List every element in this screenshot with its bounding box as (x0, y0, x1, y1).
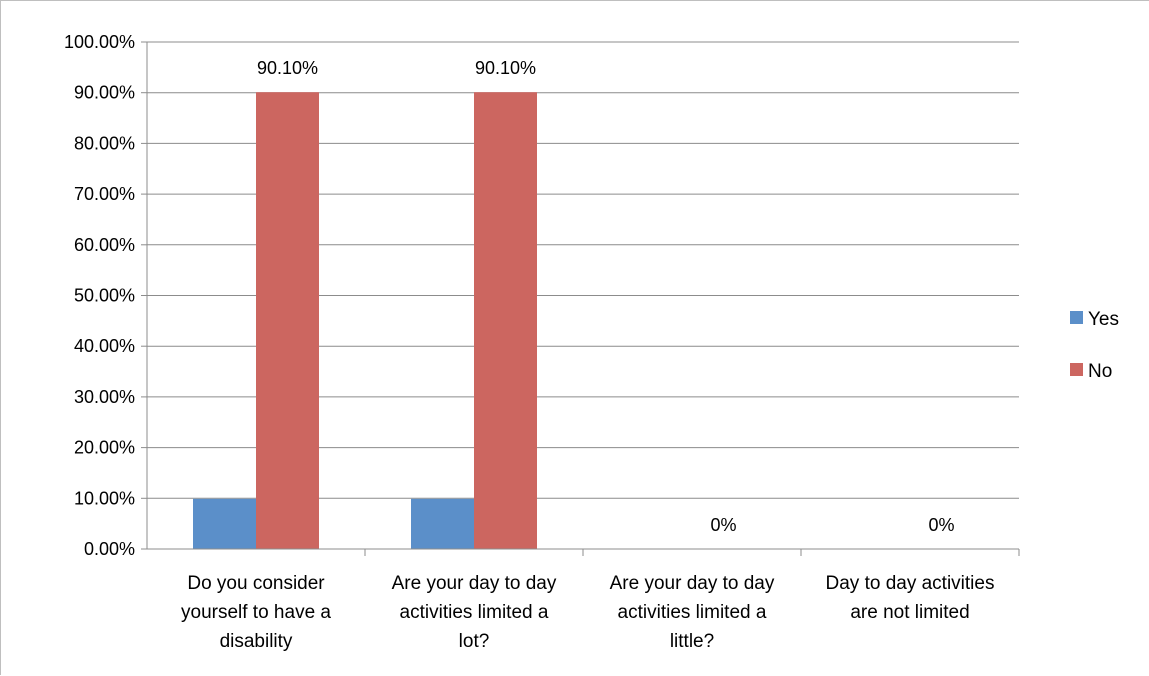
category-label: Are your day to day (392, 573, 557, 594)
bar-no (474, 92, 537, 550)
data-label: 90.10% (475, 58, 536, 78)
category-labels: Do you consider yourself to have a disabil… (181, 573, 994, 652)
category-label: Day to day activities (826, 573, 995, 594)
y-tick-label: 30.00% (74, 387, 135, 407)
bars (193, 92, 537, 550)
category-label: are not limited (850, 602, 969, 623)
category-label: activities limited a (400, 602, 549, 623)
legend: Yes No (1070, 309, 1119, 382)
y-tick-label: 100.00% (64, 32, 135, 52)
y-tick-label: 40.00% (74, 336, 135, 356)
category-label: little? (670, 631, 714, 652)
data-labels: 90.10% 90.10% 0% 0% (257, 58, 955, 535)
bar-yes (411, 498, 474, 549)
category-label: Are your day to day (610, 573, 775, 594)
data-label: 90.10% (257, 58, 318, 78)
legend-label-yes: Yes (1088, 309, 1119, 330)
bar-yes (193, 498, 256, 549)
y-tick-label: 70.00% (74, 184, 135, 204)
y-tick-label: 10.00% (74, 488, 135, 508)
bar-no (256, 92, 319, 550)
y-tick-labels: 0.00% 10.00% 20.00% 30.00% 40.00% 50.00% 60.00… (64, 32, 135, 559)
data-label: 0% (710, 515, 736, 535)
legend-swatch-yes (1070, 311, 1083, 324)
y-tick-label: 90.00% (74, 83, 135, 103)
legend-label-no: No (1088, 361, 1112, 382)
data-label: 0% (928, 515, 954, 535)
legend-swatch-no (1070, 363, 1083, 376)
category-label: lot? (459, 631, 490, 652)
y-tick-label: 0.00% (84, 539, 135, 559)
axes (141, 41, 1020, 556)
y-tick-label: 80.00% (74, 133, 135, 153)
y-tick-label: 20.00% (74, 438, 135, 458)
category-label: Do you consider (187, 573, 325, 594)
category-label: yourself to have a (181, 602, 331, 623)
category-label: disability (220, 631, 293, 652)
category-label: activities limited a (618, 602, 767, 623)
y-tick-label: 60.00% (74, 235, 135, 255)
y-tick-label: 50.00% (74, 286, 135, 306)
